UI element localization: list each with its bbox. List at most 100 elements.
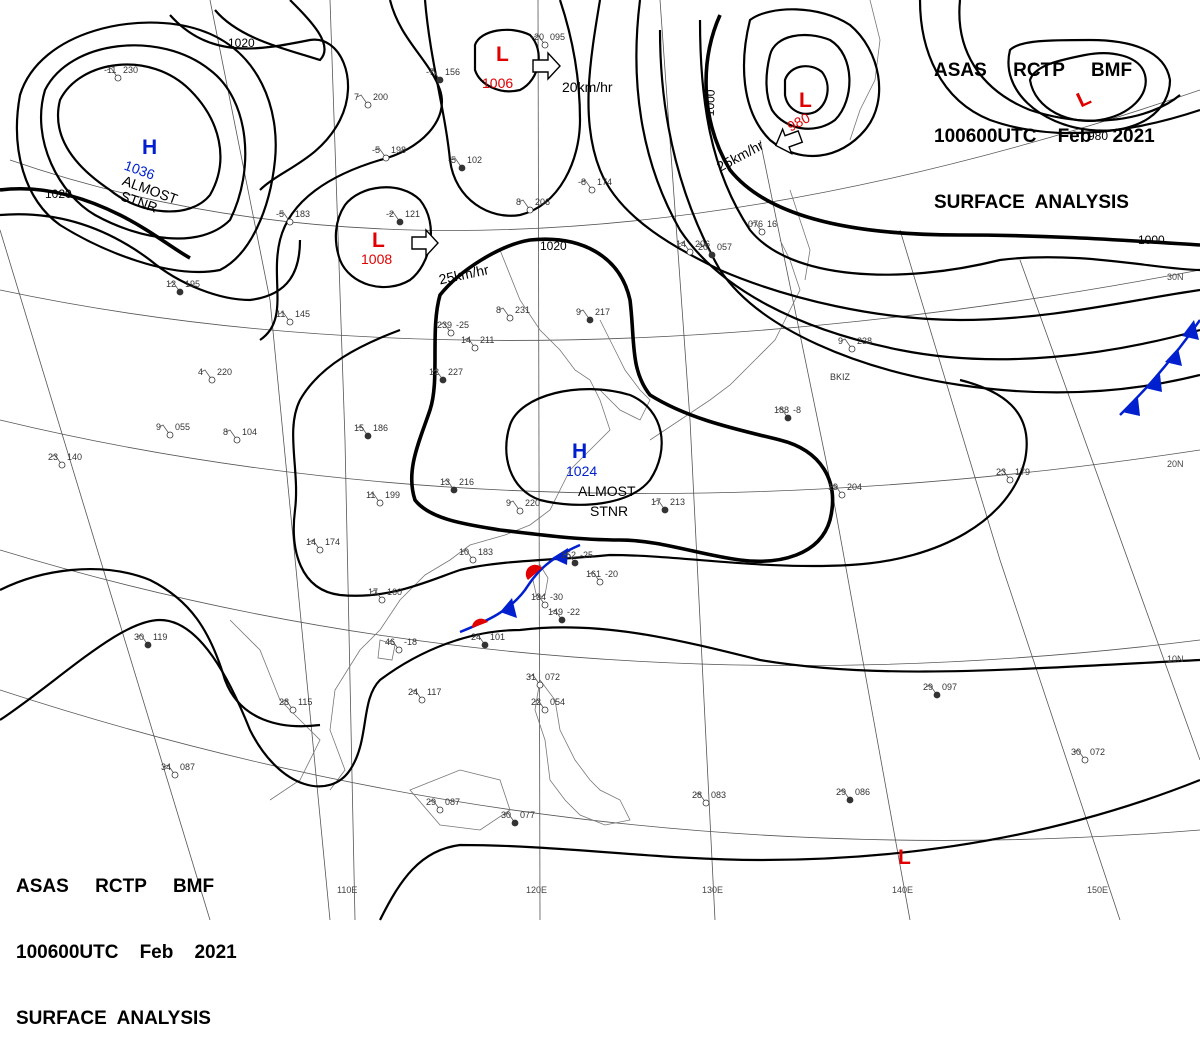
wind-barb xyxy=(370,589,383,601)
cold-front-tri-2 xyxy=(552,548,568,565)
station-marker xyxy=(439,376,447,384)
station-pressure: 117 xyxy=(427,687,441,697)
isobar-l980-inner xyxy=(783,65,829,115)
meridian-110e xyxy=(329,0,356,921)
station-marker xyxy=(316,546,324,554)
station-plot: 9 238 xyxy=(838,336,872,353)
station-pressure: 195 xyxy=(185,279,200,289)
longitude-label: 140E xyxy=(892,885,913,895)
latitude-label: 10N xyxy=(1167,654,1184,664)
station-marker xyxy=(506,314,514,322)
station-plot: -11 230 xyxy=(104,65,138,82)
station-marker xyxy=(541,601,549,609)
station-temp: -5 xyxy=(276,209,284,219)
header-bottom-left: ASAS RCTP BMF 100600UTC Feb 2021 SURFACE… xyxy=(16,832,237,1052)
station-marker xyxy=(208,376,216,384)
korea-coast xyxy=(599,319,651,421)
high-center-symbol: H xyxy=(142,136,157,159)
station-pressure: 086 xyxy=(855,787,870,797)
station-marker xyxy=(586,316,594,324)
station-marker xyxy=(471,344,479,352)
station-marker xyxy=(846,796,854,804)
station-plot: 9 217 xyxy=(576,307,610,324)
station-marker xyxy=(469,556,477,564)
wind-barb xyxy=(528,674,541,686)
station-marker xyxy=(838,491,846,499)
station-temp: 14 xyxy=(461,335,471,345)
low-center-symbol: L xyxy=(372,229,385,252)
station-temp: 8 xyxy=(496,305,501,315)
graticule xyxy=(0,0,1200,921)
station-temp: 22 xyxy=(531,697,541,707)
station-plot: -2 121 xyxy=(386,209,420,226)
cold-front-east-tri-1 xyxy=(1122,398,1140,416)
wind-barb xyxy=(461,549,474,561)
station-temp: 17 xyxy=(651,497,661,507)
motion-arrow-980 xyxy=(774,127,804,156)
station-pressure: 101 xyxy=(490,632,505,642)
meridian-160e xyxy=(1019,259,1200,761)
station-pressure: 102 xyxy=(467,155,482,165)
station-temp: 14 xyxy=(676,239,686,249)
longitude-label: 110E xyxy=(337,885,357,895)
wind-barb xyxy=(840,338,853,350)
station-pressure: 16 xyxy=(767,219,777,229)
station-pressure: 206 xyxy=(535,197,550,207)
isobar-1020-central xyxy=(409,237,835,563)
wind-barb xyxy=(830,484,843,496)
station-pressure: -25 xyxy=(456,320,469,330)
station-plot: 134 -30 xyxy=(531,592,563,609)
station-marker xyxy=(382,154,390,162)
station-temp: 30 xyxy=(134,632,144,642)
station-pressure: 206 xyxy=(695,239,710,249)
station-plot: 9 220 xyxy=(506,498,540,515)
wind-barb xyxy=(563,552,576,564)
wind-barb xyxy=(428,799,441,811)
wind-barb xyxy=(308,539,321,551)
station-marker xyxy=(1081,756,1089,764)
station-pressure: 156 xyxy=(445,67,460,77)
station-marker xyxy=(458,164,466,172)
station-plot: 8 206 xyxy=(516,197,550,214)
cold-front-east-tri-2 xyxy=(1145,374,1162,392)
wind-barb xyxy=(998,469,1011,481)
station-plot: 15 186 xyxy=(354,423,388,440)
station-pressure: -20 xyxy=(605,569,618,579)
isobar-label: 1020 xyxy=(228,36,255,50)
station-temp: 29 xyxy=(836,787,846,797)
station-plot: 24 101 xyxy=(471,632,505,649)
station-marker xyxy=(395,646,403,654)
longitude-label: 150E xyxy=(1087,885,1108,895)
cold-front-east-tri-3 xyxy=(1165,348,1182,366)
wind-barb xyxy=(163,764,176,776)
wind-barb xyxy=(428,69,441,81)
parallel-0 xyxy=(0,689,1200,841)
station-marker xyxy=(516,507,524,515)
station-temp: -8 xyxy=(578,177,586,187)
station-pressure: 183 xyxy=(295,209,310,219)
wind-barb xyxy=(387,639,400,651)
station-temp: 12 xyxy=(166,279,176,289)
isobar-east-1 xyxy=(587,0,1200,322)
station-marker xyxy=(376,499,384,507)
station-marker xyxy=(758,228,766,236)
high-center-value: 1024 xyxy=(566,463,597,479)
station-temp: 9 xyxy=(576,307,581,317)
wind-barb xyxy=(580,179,593,191)
map-background xyxy=(0,0,1200,923)
station-plot: 149 -22 xyxy=(548,607,580,624)
header-line-3: SURFACE ANALYSIS xyxy=(16,1008,211,1029)
station-pressure: -30 xyxy=(550,592,563,602)
station-marker xyxy=(481,641,489,649)
station-marker xyxy=(541,706,549,714)
header-line-2: 100600UTC Feb 2021 xyxy=(934,126,1155,147)
wind-barb xyxy=(533,34,546,46)
station-marker xyxy=(166,431,174,439)
wind-barb xyxy=(158,424,171,436)
station-temp: 30 xyxy=(501,810,511,820)
isobar-south-1 xyxy=(0,567,321,728)
wind-barb xyxy=(578,309,591,321)
station-pressure: 055 xyxy=(175,422,190,432)
station-marker xyxy=(450,486,458,494)
